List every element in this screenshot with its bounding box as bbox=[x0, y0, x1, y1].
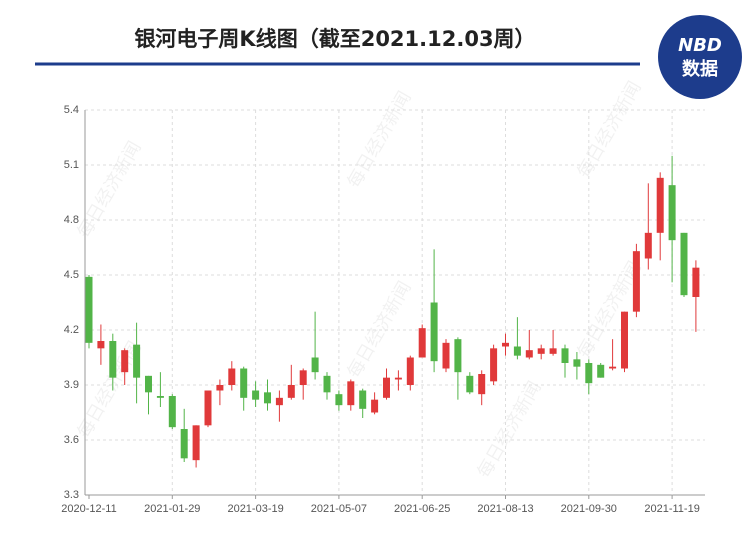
candle-body bbox=[632, 251, 640, 312]
candle-body bbox=[656, 177, 664, 233]
candle-body bbox=[442, 342, 450, 369]
y-tick-label: 3.9 bbox=[64, 379, 79, 391]
y-tick-label: 4.8 bbox=[64, 214, 79, 226]
candle-body bbox=[145, 375, 152, 393]
candle-body bbox=[109, 341, 117, 378]
candle-body bbox=[359, 390, 367, 409]
y-tick-label: 5.1 bbox=[64, 159, 79, 171]
logo-text: 数据 bbox=[682, 58, 718, 80]
candle-body bbox=[168, 396, 176, 428]
candle-body bbox=[466, 375, 474, 393]
watermark: 每日经济新闻 bbox=[73, 138, 145, 242]
candle-body bbox=[371, 399, 379, 413]
candle-body bbox=[502, 342, 509, 347]
candle-body bbox=[609, 366, 617, 369]
candle-body bbox=[228, 368, 236, 385]
candle-body bbox=[323, 375, 331, 393]
candle-body bbox=[573, 359, 581, 367]
candle-body bbox=[264, 392, 271, 404]
candle-body bbox=[335, 394, 343, 406]
candle-body bbox=[156, 396, 164, 398]
x-tick-label: 2021-08-13 bbox=[477, 503, 533, 515]
candle-body bbox=[478, 374, 486, 395]
candle-body bbox=[216, 385, 224, 391]
candle-body bbox=[537, 348, 545, 354]
candle-body bbox=[133, 344, 141, 378]
candle-body bbox=[692, 267, 700, 297]
candle-body bbox=[585, 363, 593, 384]
y-tick-label: 5.4 bbox=[64, 104, 79, 116]
x-tick-label: 2021-09-30 bbox=[561, 503, 617, 515]
candle-body bbox=[287, 385, 295, 398]
candle-body bbox=[680, 232, 688, 296]
candle-body bbox=[383, 377, 390, 398]
candle-body bbox=[204, 390, 212, 426]
x-tick-label: 2021-05-07 bbox=[311, 503, 367, 515]
candle-body bbox=[621, 311, 628, 369]
candle-body bbox=[299, 370, 307, 385]
candle-body bbox=[97, 341, 105, 349]
x-tick-label: 2020-12-11 bbox=[61, 503, 116, 515]
watermark: 每日经济新闻 bbox=[573, 78, 645, 182]
candle-body bbox=[597, 364, 605, 378]
candle-body bbox=[192, 425, 200, 461]
x-tick-label: 2021-11-19 bbox=[644, 503, 699, 515]
logo-text: NBD bbox=[678, 35, 722, 56]
logo bbox=[658, 15, 742, 99]
candle-body bbox=[644, 232, 652, 259]
candle-body bbox=[240, 368, 248, 398]
candle-body bbox=[668, 185, 676, 241]
candle-body bbox=[275, 397, 283, 406]
y-tick-label: 3.6 bbox=[64, 434, 79, 446]
y-tick-label: 4.5 bbox=[64, 269, 79, 281]
candle-body bbox=[121, 350, 129, 373]
candle-body bbox=[406, 357, 414, 385]
x-tick-label: 2021-03-19 bbox=[227, 503, 283, 515]
candle-body bbox=[525, 350, 533, 358]
candle-body bbox=[311, 357, 319, 373]
candle-body bbox=[454, 339, 462, 373]
candle-body bbox=[490, 348, 498, 382]
y-tick-label: 4.2 bbox=[64, 324, 79, 336]
watermarks: 每日经济新闻每日经济新闻每日经济新闻每日经济新闻每日经济新闻每日经济新闻每日经济… bbox=[73, 78, 645, 482]
x-tick-label: 2021-06-25 bbox=[394, 503, 450, 515]
candle-body bbox=[549, 348, 557, 354]
candle-body bbox=[180, 429, 188, 459]
chart-title: 银河电子周K线图（截至2021.12.03周） bbox=[134, 27, 535, 51]
y-tick-label: 3.3 bbox=[64, 489, 79, 501]
candle-body bbox=[513, 346, 521, 356]
watermark: 每日经济新闻 bbox=[343, 88, 415, 192]
candle-body bbox=[252, 390, 260, 400]
candle-body bbox=[430, 302, 438, 362]
candle-body bbox=[347, 381, 355, 406]
candle-body bbox=[418, 328, 426, 358]
candle-body bbox=[561, 348, 569, 363]
candle-body bbox=[85, 276, 93, 343]
candle-body bbox=[394, 377, 402, 380]
x-tick-label: 2021-01-29 bbox=[144, 503, 200, 515]
